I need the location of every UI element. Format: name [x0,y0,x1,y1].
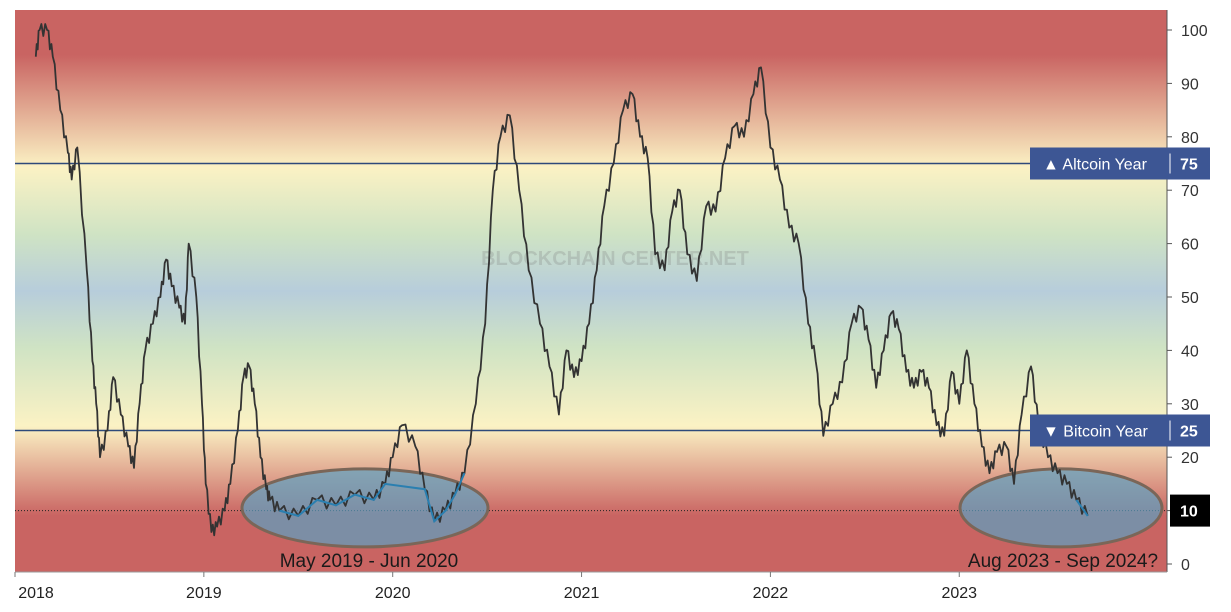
threshold-value-1: 25 [1180,424,1198,441]
highlight-segment-1 [1075,499,1089,517]
x-tick-label: 2021 [564,585,600,602]
threshold-label-box-1 [1030,414,1210,447]
y-tick-label: 100 [1181,23,1208,40]
current-value-label: 10 [1180,504,1198,521]
y-tick-label: 50 [1181,290,1199,307]
index-series-line [34,23,1089,537]
period-highlights: May 2019 - Jun 2020 Aug 2023 - Sep 2024? [240,467,1164,572]
y-axis: 0 10 20 30 40 50 60 70 80 90 100 [1167,23,1208,574]
y-tick-label: 80 [1181,130,1199,147]
threshold-value-0: 75 [1180,157,1198,174]
current-value-box [1170,494,1210,527]
period-label-0: May 2019 - Jun 2020 [280,551,459,572]
y-tick-label: 60 [1181,237,1199,254]
x-tick-label: 2023 [941,585,977,602]
period-ellipse-1 [958,467,1164,549]
y-tick-label: 40 [1181,343,1199,360]
threshold-label-1: ▼ Bitcoin Year [1043,424,1148,441]
plot-background-bands [15,10,1167,572]
threshold-labels: ▲ Altcoin Year 75 ▼ Bitcoin Year 25 10 [1030,147,1210,527]
y-tick-label: 20 [1181,450,1199,467]
x-tick-label: 2020 [375,585,411,602]
y-tick-label: 90 [1181,76,1199,93]
y-tick-label: 0 [1181,557,1190,574]
highlight-segments [279,472,1089,524]
threshold-label-0: ▲ Altcoin Year [1043,157,1148,174]
x-tick-label: 2018 [18,585,54,602]
x-tick-label: 2019 [186,585,222,602]
x-axis: 2018 2019 2020 2021 2022 2023 [14,571,1167,602]
threshold-label-box-0 [1030,147,1210,180]
highlight-segment-0 [279,472,466,524]
period-label-1: Aug 2023 - Sep 2024? [968,551,1158,572]
y-tick-label: 30 [1181,397,1199,414]
watermark: BLOCKCHAIN CENTER.NET [481,248,749,270]
period-ellipse-0 [240,467,490,549]
y-tick-label: 70 [1181,183,1199,200]
x-tick-label: 2022 [753,585,789,602]
